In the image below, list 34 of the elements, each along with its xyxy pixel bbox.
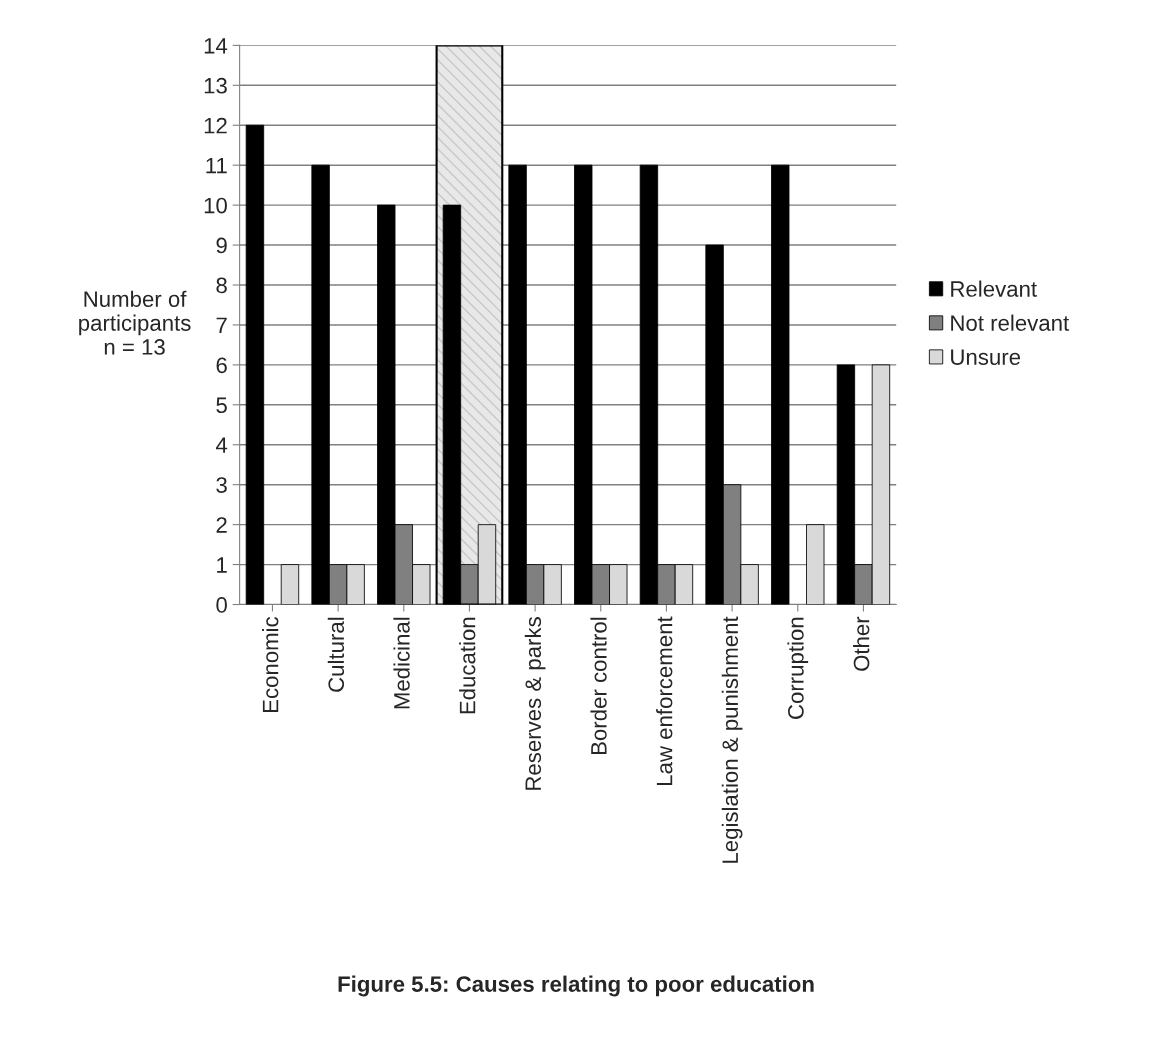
legend-label: Unsure xyxy=(951,349,1021,365)
y-tick-label: 0 xyxy=(216,597,227,613)
y-tick-label: 5 xyxy=(216,397,227,414)
bar xyxy=(771,164,790,605)
y-tick-label: 6 xyxy=(216,357,227,374)
y-tick-label: 8 xyxy=(216,277,227,294)
x-tick-label: Law enforcement xyxy=(656,616,673,785)
y-tick-label: 1 xyxy=(217,557,227,573)
bar xyxy=(245,124,265,605)
legend-label: Relevant xyxy=(951,280,1037,297)
y-tick-label: 12 xyxy=(204,117,227,134)
x-tick-label: Other xyxy=(853,616,870,671)
x-tick-label: Legislation & punishment xyxy=(721,616,743,863)
y-tick-label: 10 xyxy=(204,197,227,214)
y-tick-label: 3 xyxy=(216,477,227,493)
x-tick-label: Medicinal xyxy=(393,617,410,709)
x-tick-label: Corruption xyxy=(787,617,809,719)
text: Figure 5.5: Causes relating to poor education xyxy=(338,975,814,997)
y-tick-label: 7 xyxy=(216,317,227,333)
y-tick-label: 13 xyxy=(204,77,227,94)
x-tick-label: Reserves & parks xyxy=(524,617,546,790)
bar xyxy=(280,564,300,605)
x-tick-label: Education xyxy=(459,617,476,714)
legend-label: Not relevant xyxy=(951,314,1070,331)
y-tick-label: 4 xyxy=(215,437,228,453)
y-tick-label: 9 xyxy=(216,237,227,254)
y-tick-label: 11 xyxy=(206,157,227,174)
y-tick-label: 2 xyxy=(216,517,227,533)
y-axis-title: Number of participants n = 13 xyxy=(79,290,191,355)
x-tick-label: Border control xyxy=(590,617,607,755)
x-tick-label: Cultural xyxy=(327,617,345,692)
x-tick-label: Economic xyxy=(262,616,279,713)
y-tick-label: 14 xyxy=(204,38,228,54)
bar xyxy=(806,524,825,605)
